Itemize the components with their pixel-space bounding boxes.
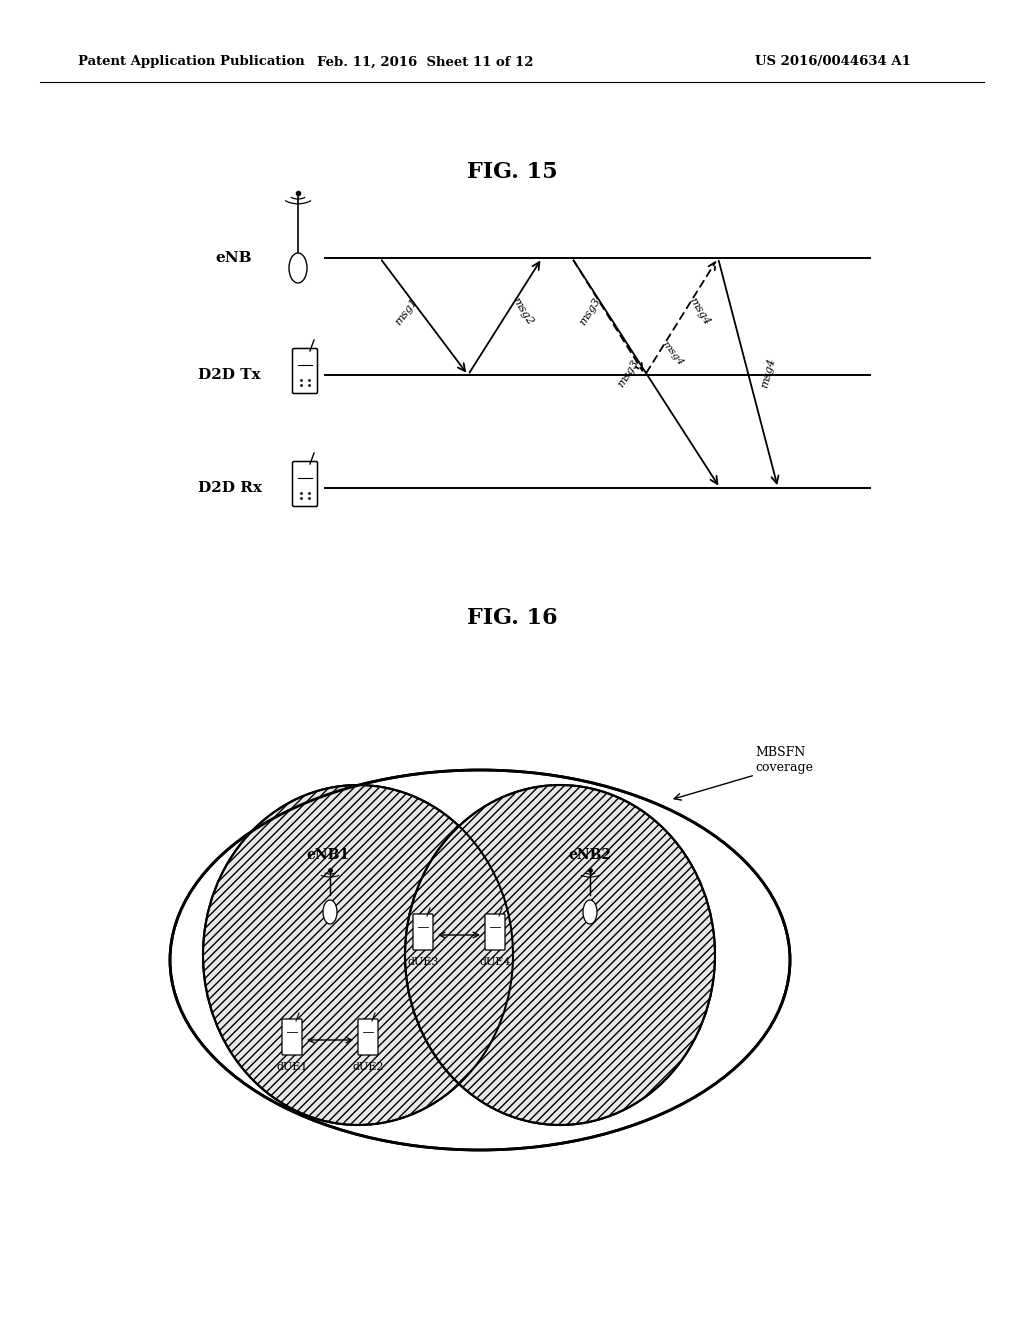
Text: msg4: msg4: [687, 296, 712, 327]
Text: US 2016/0044634 A1: US 2016/0044634 A1: [755, 55, 911, 69]
Text: msg4: msg4: [660, 339, 685, 367]
Text: FIG. 16: FIG. 16: [467, 607, 557, 630]
Text: msg3: msg3: [615, 358, 640, 388]
Text: MBSFN
coverage: MBSFN coverage: [755, 746, 813, 774]
Text: msg1: msg1: [393, 296, 419, 326]
Ellipse shape: [203, 785, 513, 1125]
Text: msg3: msg3: [579, 296, 603, 327]
Text: dUE2: dUE2: [352, 1063, 384, 1072]
Text: Patent Application Publication: Patent Application Publication: [78, 55, 305, 69]
Text: Feb. 11, 2016  Sheet 11 of 12: Feb. 11, 2016 Sheet 11 of 12: [316, 55, 534, 69]
Text: dUE1: dUE1: [276, 1063, 308, 1072]
FancyBboxPatch shape: [282, 1019, 302, 1055]
Ellipse shape: [406, 785, 715, 1125]
Text: msg2: msg2: [511, 296, 536, 327]
FancyBboxPatch shape: [358, 1019, 378, 1055]
Ellipse shape: [289, 253, 307, 282]
FancyBboxPatch shape: [485, 913, 505, 950]
Text: FIG. 15: FIG. 15: [467, 161, 557, 183]
Text: eNB: eNB: [215, 251, 252, 265]
Ellipse shape: [583, 900, 597, 924]
Text: dUE3: dUE3: [408, 957, 438, 968]
Ellipse shape: [323, 900, 337, 924]
FancyBboxPatch shape: [293, 462, 317, 507]
FancyBboxPatch shape: [413, 913, 433, 950]
Text: eNB2: eNB2: [568, 847, 611, 862]
Text: eNB1: eNB1: [306, 847, 349, 862]
Text: msg4: msg4: [760, 356, 776, 389]
Text: D2D Tx: D2D Tx: [198, 368, 261, 381]
Text: D2D Rx: D2D Rx: [198, 480, 262, 495]
Text: dUE4: dUE4: [479, 957, 511, 968]
Ellipse shape: [170, 770, 790, 1150]
FancyBboxPatch shape: [293, 348, 317, 393]
